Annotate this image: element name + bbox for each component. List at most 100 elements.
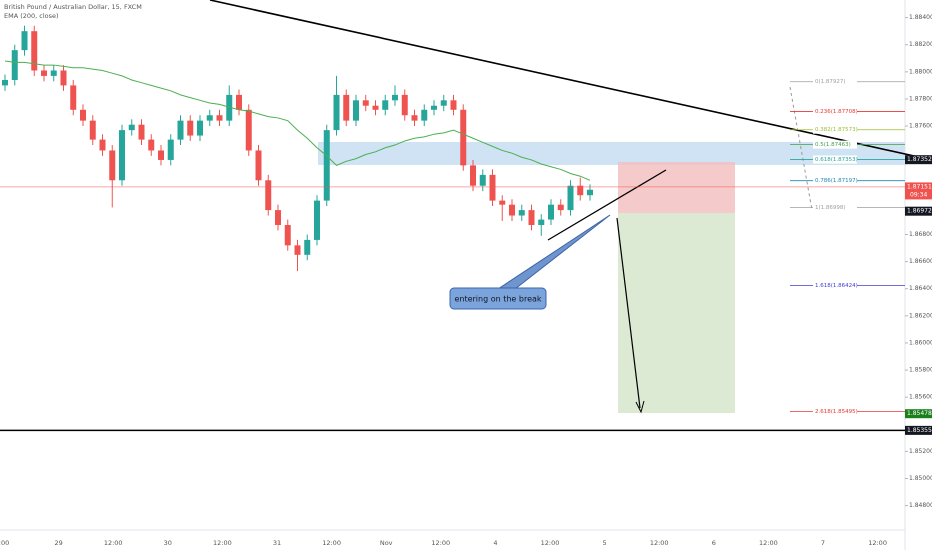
fib-label-bg [813, 125, 857, 134]
candle-body [187, 120, 194, 136]
candle-body [382, 100, 389, 110]
fib-label: 0.618(1.87353) [815, 157, 858, 163]
candle-body [148, 139, 155, 151]
candle-body [119, 130, 125, 181]
candle-body [284, 225, 291, 246]
candle-body [265, 180, 272, 211]
candle-body [440, 100, 447, 106]
candle-body [314, 200, 320, 240]
x-tick-label: 12:00 [322, 539, 341, 547]
candle-body [577, 185, 584, 196]
candle-body [392, 94, 398, 101]
callout-pointer [496, 214, 611, 290]
candle-body [2, 79, 8, 86]
trend-line [209, 0, 932, 161]
y-tick-label: 1.86200 [909, 312, 932, 319]
fib-label-bg [813, 77, 857, 86]
y-tick-label: 1.87800 [909, 95, 932, 102]
callout-text: entering on the break [454, 295, 541, 304]
price-tag [905, 425, 932, 435]
x-tick-label: 30 [164, 539, 172, 547]
x-tick-label: 12:00 [213, 539, 232, 547]
candle-body [421, 109, 428, 121]
fib-label-bg [813, 140, 857, 149]
candle-body [538, 219, 545, 226]
candle-body [557, 204, 564, 211]
candle-body [587, 189, 593, 196]
fib-label-bg [813, 155, 857, 164]
price-tag [905, 182, 932, 200]
x-tick-label: 29 [54, 539, 62, 547]
candle-body [372, 105, 379, 110]
y-tick-label: 1.88000 [909, 68, 932, 75]
fib-label-bg [813, 107, 857, 116]
candle-body [206, 115, 213, 121]
y-tick-label: 1.86000 [909, 339, 932, 346]
y-tick-label: 1.85800 [909, 367, 932, 374]
candle-body [245, 109, 252, 151]
break-line [547, 169, 667, 241]
candle-body [518, 210, 525, 216]
candle-body [216, 115, 223, 121]
candle-body [470, 165, 476, 186]
candle-body [460, 109, 467, 166]
candle-body [509, 204, 515, 216]
candle-body [70, 85, 77, 110]
indicator-label: EMA (200, close) [4, 12, 59, 20]
y-tick-label: 1.88400 [909, 14, 932, 21]
candle-body [50, 70, 57, 76]
fib-label: 0.5(1.87463) [815, 142, 851, 148]
x-tick-label: 31 [273, 539, 281, 547]
fib-label: 0.786(1.87197) [815, 178, 858, 184]
callout [449, 287, 547, 310]
candle-body [89, 120, 96, 140]
y-tick-label: 1.85600 [909, 394, 932, 401]
fib-label-bg [813, 176, 857, 185]
y-tick-label: 1.85200 [909, 448, 932, 455]
candle-body [401, 94, 408, 116]
candle-body [80, 109, 86, 121]
fib-label: 0.236(1.87708) [815, 109, 858, 115]
target-arrow [616, 217, 641, 409]
candle-body [197, 120, 203, 136]
candle-body [11, 50, 18, 80]
y-tick-label: 1.86400 [909, 285, 932, 292]
candle-body [226, 94, 233, 121]
x-tick-label: 12:00 [431, 539, 450, 547]
candle-body [499, 200, 506, 205]
price-tag-label: 1.85355 [907, 427, 932, 434]
fib-label: 0(1.87927) [815, 79, 846, 85]
candle-body [362, 100, 369, 106]
y-tick-label: 1.88200 [909, 41, 932, 48]
candle-body [353, 100, 359, 121]
x-tick-label: 4 [493, 539, 497, 547]
fib-label-bg [813, 203, 857, 212]
price-tag [905, 409, 932, 419]
x-tick-label: 12:00 [650, 539, 669, 547]
x-tick-label: Nov [380, 539, 393, 547]
candle-body [236, 94, 242, 110]
price-tag-label: 1.87352 [907, 156, 932, 163]
x-tick-label: 12:00 [541, 539, 560, 547]
x-tick-label: 12:00 [759, 539, 778, 547]
countdown: 09:34 [910, 191, 927, 198]
candle-body [450, 100, 457, 110]
y-tick-label: 1.87600 [909, 123, 932, 130]
plot [2, 25, 593, 272]
candle-body [294, 245, 301, 255]
x-tick-label: 7 [821, 539, 825, 547]
x-tick-label: 6 [712, 539, 716, 547]
candle-body [255, 150, 262, 181]
candle-body [304, 239, 311, 255]
y-tick-label: 1.86800 [909, 231, 932, 238]
candle-body [489, 174, 496, 201]
candle-body [323, 130, 330, 201]
price-tag-label: 1.86972 [907, 208, 932, 215]
candle-body [411, 115, 418, 121]
candle-body [138, 124, 145, 140]
ema-line [4, 60, 591, 181]
candle-body [109, 150, 116, 181]
candle-body [548, 204, 554, 220]
target-zone [618, 213, 735, 413]
